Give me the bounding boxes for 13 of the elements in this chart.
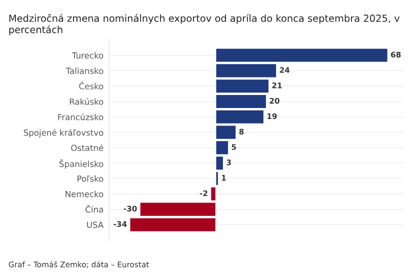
y-tick-label: Nemecko (66, 190, 104, 198)
y-tick-label: Turecko (72, 52, 104, 59)
y-tick-label: Francúzsko (58, 113, 104, 120)
y-tick-label: Taliansko (66, 68, 104, 74)
y-tick-label: USA (87, 222, 104, 228)
y-tick-label: Čína (86, 204, 103, 213)
y-tick-label: Spojené kráľovstvo (24, 128, 104, 138)
y-tick-label: Rakúsko (70, 98, 104, 105)
y-tick-label: Česko (79, 82, 104, 90)
y-tick-label: Španielsko (60, 159, 104, 169)
chart-title: Medziročná zmena nominálnych exportov od apríla do konca septembra 2025, v percentách (9, 14, 400, 36)
y-tick-label: Poľsko (78, 175, 104, 182)
y-tick-label: Ostatné (71, 144, 104, 151)
